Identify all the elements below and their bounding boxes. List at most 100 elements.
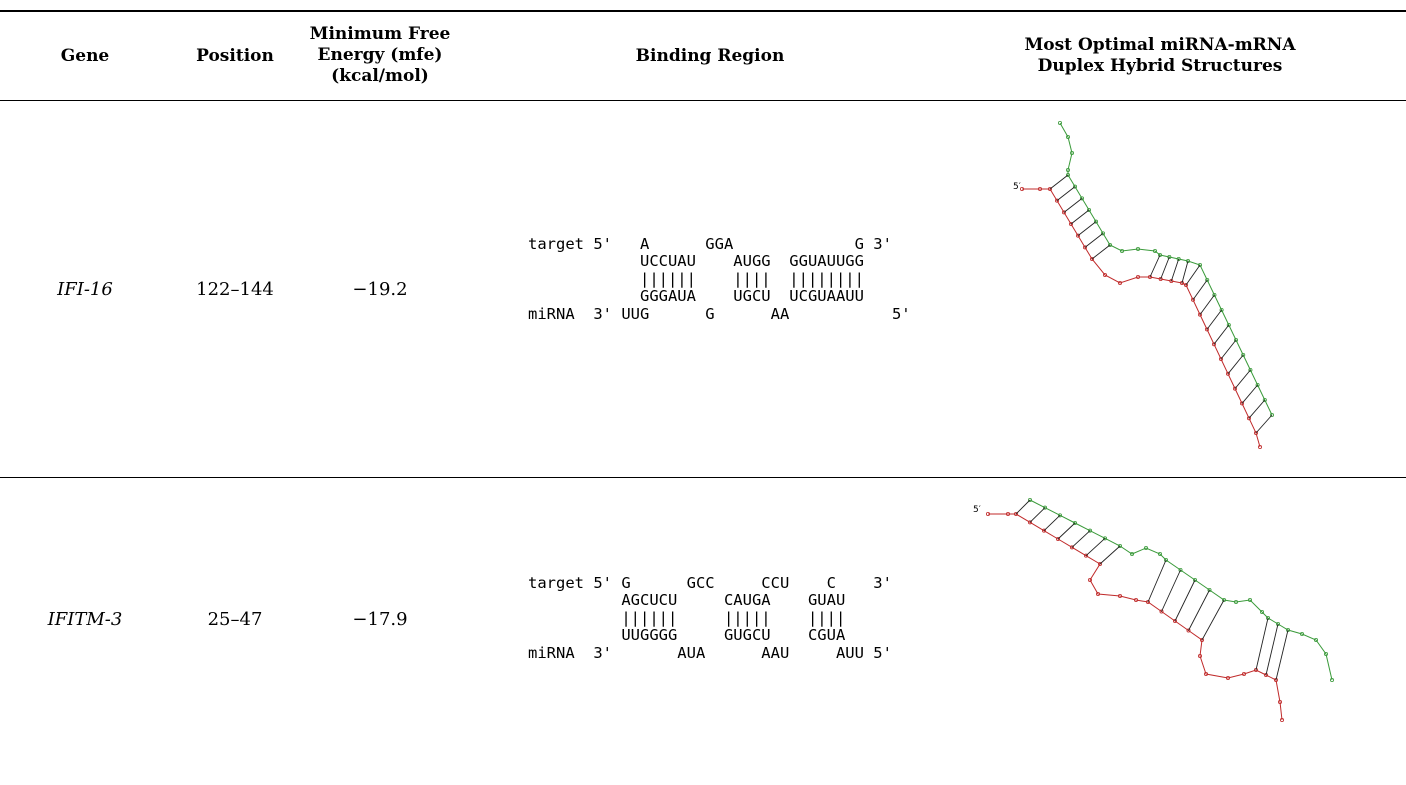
base-pair [1071, 530, 1091, 548]
table-top-rule [0, 10, 1406, 12]
row2-duplex-structure: 5′ [973, 497, 1334, 722]
mirna-strand-base [1246, 416, 1251, 421]
row2-binding-line: |||||| ||||| |||| [528, 608, 846, 627]
target-strand-base [1028, 497, 1033, 502]
base-pair [1201, 599, 1225, 641]
base-pair [1077, 221, 1097, 237]
target-strand-base [1066, 134, 1071, 139]
five-prime-label: 5′ [1013, 182, 1021, 192]
target-strand-base [1102, 536, 1107, 541]
base-pair [1227, 354, 1244, 375]
mirna-strand-base [1199, 637, 1204, 642]
mirna-strand [1022, 188, 1261, 448]
base-pair [1174, 579, 1196, 622]
base-pair [1070, 209, 1090, 225]
mirna-strand-base [1014, 511, 1019, 516]
base-pair [1057, 522, 1076, 540]
base-pair [1043, 515, 1061, 531]
target-strand-base [1058, 121, 1063, 126]
mirna-strand-base [1241, 671, 1246, 676]
header-position: Position [196, 46, 274, 66]
mirna-strand-base [1239, 401, 1244, 406]
mirna-strand-base [1084, 553, 1089, 558]
target-strand-base [1120, 248, 1125, 253]
row1-position: 122–144 [196, 279, 274, 300]
row2-mfe: −17.9 [352, 609, 408, 630]
base-pair [1255, 414, 1273, 434]
base-pair [1255, 617, 1269, 671]
target-strand-base [1143, 546, 1148, 551]
target-strand-base [1080, 196, 1085, 201]
target-strand-base [1226, 322, 1231, 327]
mirna-strand-base [1225, 371, 1230, 376]
mirna-strand-base [1204, 327, 1209, 332]
target-strand-base [1299, 631, 1304, 636]
base-pair [1188, 589, 1210, 631]
mirna-strand-base [1028, 520, 1033, 525]
target-strand-base [1205, 277, 1210, 282]
base-pair [1206, 309, 1222, 330]
base-pair [1091, 244, 1111, 260]
target-strand-base [1117, 544, 1122, 549]
table-header-rule [0, 100, 1406, 101]
mirna-strand-base [1159, 609, 1164, 614]
row2-gene: IFITM-3 [47, 609, 123, 630]
mirna-strand-base [1019, 187, 1024, 192]
row1-binding-region: target 5' A GGA G 3' UCCUAU AUGG GGUAUUG… [528, 218, 911, 341]
target-strand-base [1087, 208, 1092, 213]
base-pair [1147, 559, 1167, 603]
row2-binding-line: miRNA 3' AUA AAU AUU 5' [528, 643, 892, 662]
base-pair [1161, 569, 1181, 612]
target-strand-base [1136, 246, 1141, 251]
base-pair [1056, 186, 1076, 202]
row2-binding-line: UUGGGG GUGCU CGUA [528, 626, 846, 644]
target-strand-base [1313, 637, 1318, 642]
row2-binding-line: target 5' G GCC CCU C 3' [528, 573, 892, 592]
mirna-strand-base [1088, 578, 1093, 583]
mirna-strand-base [1277, 699, 1282, 704]
target-strand-base [1248, 367, 1253, 372]
mirna-strand-base [1218, 356, 1223, 361]
base-pair [1170, 258, 1180, 282]
base-pair [1049, 174, 1069, 190]
target-strand-base [1157, 252, 1162, 257]
target-strand-base [1241, 352, 1246, 357]
target-strand-base [1329, 677, 1334, 682]
target-strand-base [1247, 598, 1252, 603]
row1-binding-line: |||||| |||| |||||||| [528, 269, 864, 288]
base-pair [1192, 279, 1208, 301]
base-pair [1248, 399, 1266, 419]
mirna-strand-base [1042, 528, 1047, 533]
target-strand-base [1233, 600, 1238, 605]
target-strand-base [1152, 248, 1157, 253]
mirna-strand-base [1070, 545, 1075, 550]
mirna-strand-base [1006, 511, 1011, 516]
target-strand-base [1255, 382, 1260, 387]
mirna-strand-base [1190, 297, 1195, 302]
base-pair [1084, 232, 1104, 248]
mirna-strand-base [1279, 717, 1284, 722]
base-pair [1185, 264, 1201, 286]
mirna-strand-base [1211, 342, 1216, 347]
mirna-strand-base [1158, 276, 1163, 281]
target-strand-base [1073, 184, 1078, 189]
target-strand-base [1259, 610, 1264, 615]
target-strand-base [1269, 412, 1274, 417]
base-pair [1015, 499, 1031, 515]
target-strand-base [1192, 578, 1197, 583]
base-pair [1085, 538, 1106, 556]
header-structures: Most Optimal miRNA-mRNA Duplex Hybrid St… [1024, 35, 1296, 76]
mirna-strand-base [1147, 274, 1152, 279]
row1-binding-line: GGGAUA UGCU UCGUAAUU [528, 287, 864, 305]
mirna-strand-base [1133, 598, 1138, 603]
mirna-strand-base [1103, 272, 1108, 277]
row2-binding-line: AGCUCU CAUGA GUAU [528, 591, 846, 609]
target-strand [1029, 499, 1333, 681]
base-pair [1275, 629, 1289, 681]
base-pair [1099, 545, 1121, 565]
base-pair [1241, 384, 1258, 404]
mirna-strand-base [1096, 592, 1101, 597]
base-pair [1029, 507, 1046, 523]
target-strand-base [1094, 219, 1099, 224]
mirna-strand-base [1090, 256, 1095, 261]
